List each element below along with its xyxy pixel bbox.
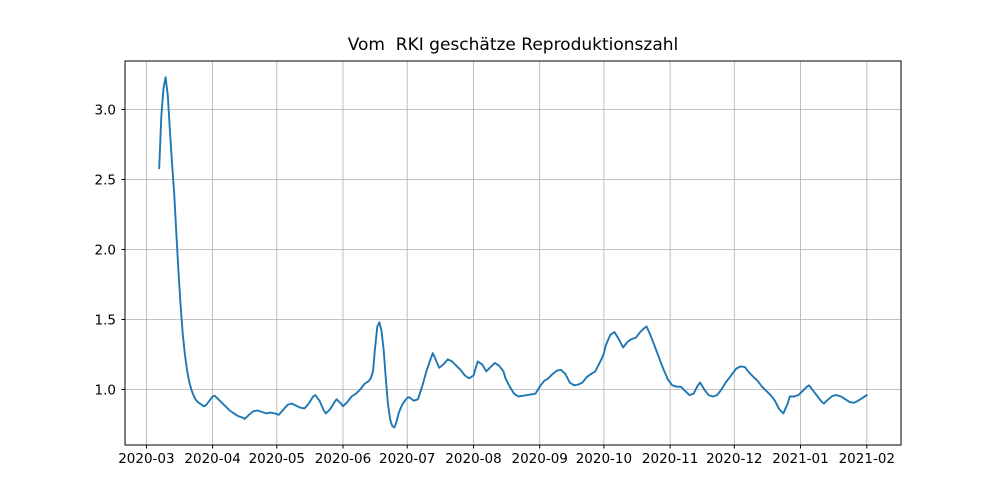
x-tick-label: 2021-02 <box>839 451 895 467</box>
chart-title: Vom RKI geschätze Reproduktionszahl <box>347 35 679 55</box>
x-tick-label: 2020-12 <box>706 451 762 467</box>
data-line-series <box>158 76 868 429</box>
x-tick-label: 2020-10 <box>576 451 632 467</box>
x-tick-label: 2020-07 <box>379 451 435 467</box>
y-tick-label: 2.0 <box>95 242 116 258</box>
x-tick-label: 2020-09 <box>511 451 567 467</box>
x-tick-label: 2020-05 <box>249 451 305 467</box>
x-tick-label: 2020-04 <box>184 451 240 467</box>
x-tick-label: 2020-11 <box>642 451 698 467</box>
y-tick-label: 2.5 <box>95 172 116 188</box>
y-tick-label: 3.0 <box>95 102 116 118</box>
axes-spines <box>124 60 902 446</box>
x-tick-label: 2020-08 <box>445 451 501 467</box>
x-tick-label: 2021-01 <box>772 451 828 467</box>
y-tick-label: 1.0 <box>95 382 116 398</box>
y-tick-label: 1.5 <box>95 312 116 328</box>
x-tick-label: 2020-06 <box>315 451 371 467</box>
x-tick-label: 2020-03 <box>118 451 174 467</box>
